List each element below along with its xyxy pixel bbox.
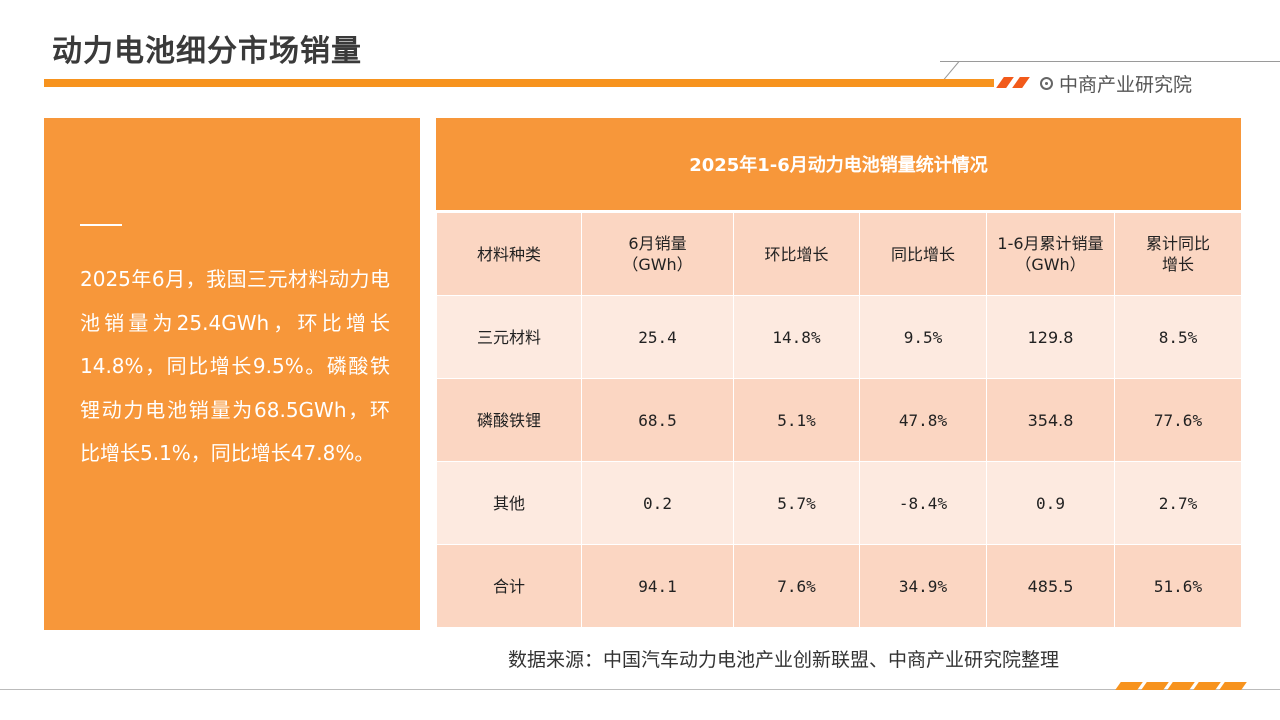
table-cell: 2.7%: [1114, 461, 1242, 545]
footer-divider: [0, 689, 1280, 690]
table-cell: 77.6%: [1114, 378, 1242, 462]
header-divider: [940, 61, 1280, 62]
table-cell: 9.5%: [859, 295, 987, 379]
table-cell: 0.9: [986, 461, 1115, 545]
table-title: 2025年1-6月动力电池销量统计情况: [436, 118, 1241, 210]
header-divider-slant: [943, 61, 960, 81]
row-label: 其他: [436, 461, 582, 545]
table-cell: 68.5: [581, 378, 734, 462]
table-cell: 5.1%: [733, 378, 860, 462]
summary-rule: [80, 224, 122, 226]
table-cell: 354.8: [986, 378, 1115, 462]
row-label: 合计: [436, 544, 582, 628]
header-cell: 环比增长: [733, 212, 860, 296]
table-cell: 47.8%: [859, 378, 987, 462]
title-underline-bar: [44, 79, 994, 87]
table-cell: 8.5%: [1114, 295, 1242, 379]
table-cell: 129.8: [986, 295, 1115, 379]
header-cell: 累计同比 增长: [1114, 212, 1242, 296]
table-cell: 94.1: [581, 544, 734, 628]
table-row: 合计 94.1 7.6% 34.9% 485.5 51.6%: [436, 544, 1242, 628]
row-label: 三元材料: [436, 295, 582, 379]
header-cell: 1-6月累计销量 （GWh）: [986, 212, 1115, 296]
header-cell: 6月销量 （GWh）: [581, 212, 734, 296]
table-header-row: 材料种类 6月销量 （GWh） 环比增长 同比增长 1-6月累计销量 （GWh）…: [436, 212, 1242, 296]
data-source-note: 数据来源：中国汽车动力电池产业创新联盟、中商产业研究院整理: [508, 649, 1060, 671]
table-row: 其他 0.2 5.7% -8.4% 0.9 2.7%: [436, 461, 1242, 545]
table-cell: -8.4%: [859, 461, 987, 545]
table-cell: 25.4: [581, 295, 734, 379]
table-cell: 7.6%: [733, 544, 860, 628]
table-cell: 14.8%: [733, 295, 860, 379]
row-label: 磷酸铁锂: [436, 378, 582, 462]
table-cell: 0.2: [581, 461, 734, 545]
sales-table: 材料种类 6月销量 （GWh） 环比增长 同比增长 1-6月累计销量 （GWh）…: [436, 212, 1242, 628]
table-cell: 485.5: [986, 544, 1115, 628]
table-row: 磷酸铁锂 68.5 5.1% 47.8% 354.8 77.6%: [436, 378, 1242, 462]
table-row: 三元材料 25.4 14.8% 9.5% 129.8 8.5%: [436, 295, 1242, 379]
accent-slash: [1012, 77, 1030, 88]
table-cell: 34.9%: [859, 544, 987, 628]
brand-logo: 中商产业研究院: [1040, 70, 1192, 97]
header-cell: 材料种类: [436, 212, 582, 296]
accent-slash: [996, 77, 1014, 88]
table-cell: 5.7%: [733, 461, 860, 545]
target-icon: [1040, 77, 1053, 90]
header-cell: 同比增长: [859, 212, 987, 296]
page-title: 动力电池细分市场销量: [52, 34, 362, 69]
brand-name: 中商产业研究院: [1059, 74, 1193, 96]
summary-panel: 2025年6月，我国三元材料动力电池销量为25.4GWh，环比增长14.8%，同…: [44, 118, 420, 630]
sales-table-panel: 2025年1-6月动力电池销量统计情况 材料种类 6月销量 （GWh） 环比增长…: [436, 118, 1242, 628]
table-cell: 51.6%: [1114, 544, 1242, 628]
summary-text: 2025年6月，我国三元材料动力电池销量为25.4GWh，环比增长14.8%，同…: [80, 267, 390, 465]
